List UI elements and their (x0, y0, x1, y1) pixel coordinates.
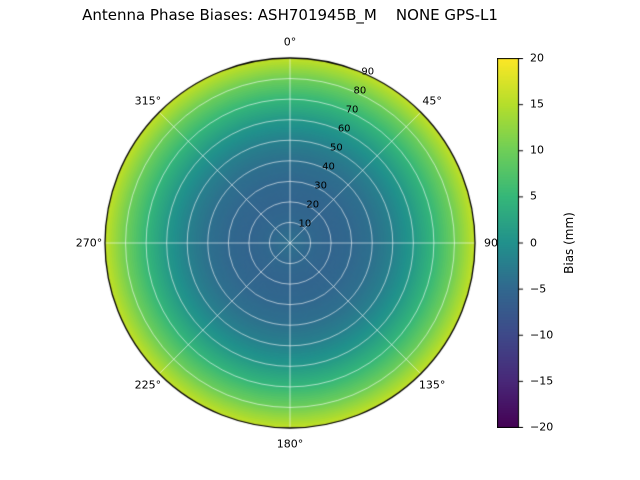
radial-tick-label: 40 (322, 161, 335, 173)
angular-tick-label: 135° (418, 378, 446, 392)
colorbar-label: Bias (mm) (562, 212, 576, 274)
angular-tick-label: 45° (422, 94, 442, 108)
colorbar-canvas (497, 58, 527, 428)
colorbar-tick-label: −5 (530, 282, 547, 296)
radial-tick-label: 70 (345, 104, 359, 116)
angular-tick-label: 225° (134, 378, 162, 392)
colorbar-tick-label: 15 (530, 97, 544, 111)
angular-tick-label: 90 (484, 236, 498, 250)
radial-tick-label: 20 (306, 199, 320, 211)
radial-tick-label: 30 (314, 180, 327, 192)
radial-tick-label: 10 (298, 218, 312, 230)
angular-tick-label: 0° (283, 35, 297, 49)
angular-tick-label: 315° (134, 94, 162, 108)
radial-tick-label: 60 (337, 123, 351, 135)
colorbar-tick-label: 0 (530, 236, 537, 249)
polar-plot-canvas (80, 33, 500, 453)
chart-title: Antenna Phase Biases: ASH701945B_M NONE … (82, 6, 498, 24)
colorbar-tick-label: 5 (530, 189, 537, 203)
angular-tick-label: 270° (75, 236, 103, 250)
colorbar-tick-label: 10 (530, 143, 544, 157)
colorbar-tick-label: −20 (530, 420, 554, 434)
radial-tick-label: 90 (361, 66, 375, 78)
colorbar-tick-label: −10 (530, 328, 554, 342)
colorbar-tick-label: 20 (530, 51, 544, 65)
angular-tick-label: 180° (276, 437, 304, 451)
radial-tick-label: 50 (329, 142, 343, 154)
colorbar-tick-label: −15 (530, 374, 554, 388)
radial-tick-label: 80 (353, 85, 367, 97)
